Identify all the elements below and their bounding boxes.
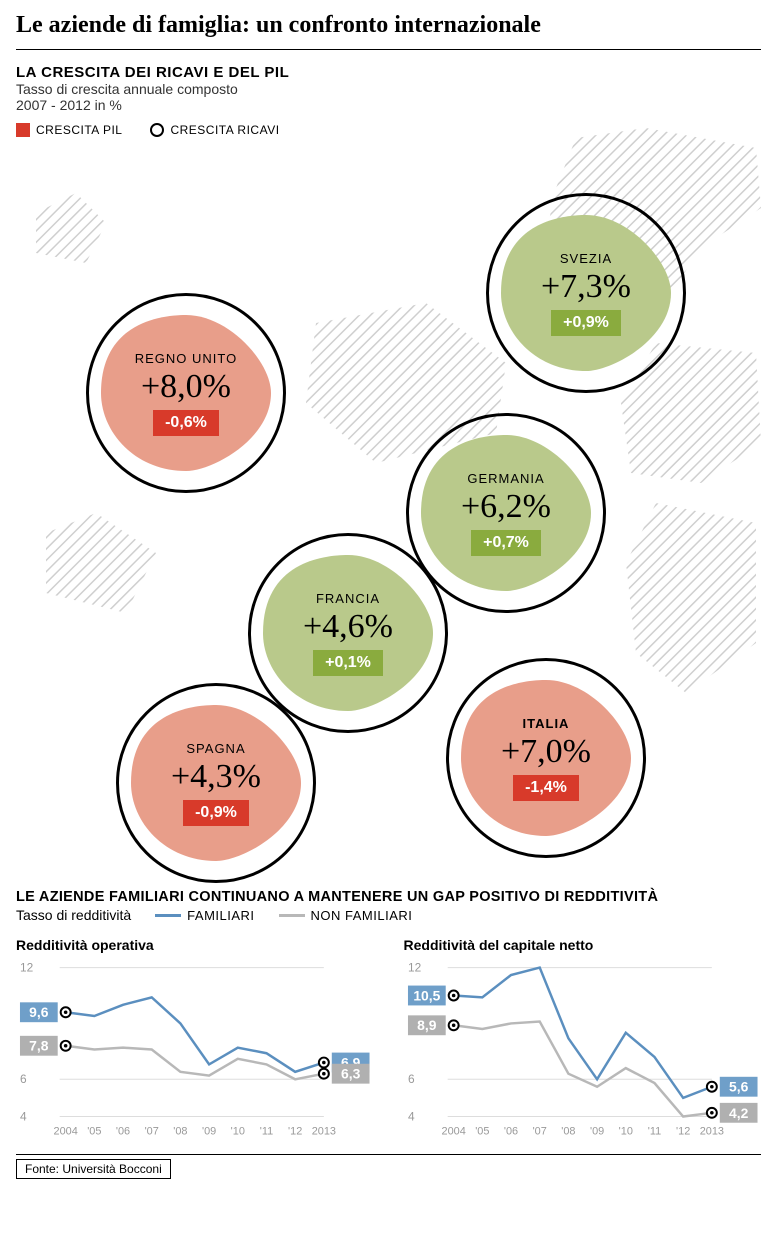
country-bubble: ITALIA +7,0% -1,4% <box>446 658 646 858</box>
country-ricavi: +8,0% <box>141 368 231 406</box>
map-desc-1: Tasso di crescita annuale composto <box>16 81 761 97</box>
svg-text:'11: '11 <box>260 1125 273 1137</box>
country-name: SPAGNA <box>186 741 245 756</box>
country-pil-badge: -0,6% <box>153 410 219 436</box>
svg-text:'06: '06 <box>503 1125 517 1137</box>
svg-text:'12: '12 <box>676 1125 690 1137</box>
source-bar: Fonte: Università Bocconi <box>16 1154 761 1187</box>
chart-right: Redditività del capitale netto 4 6 12 2004 '… <box>404 937 762 1144</box>
legend-nonfam-line <box>279 914 305 917</box>
country-pil-badge: +0,7% <box>471 530 541 556</box>
country-pil-badge: +0,1% <box>313 650 383 676</box>
svg-text:'10: '10 <box>618 1125 632 1137</box>
svg-text:6: 6 <box>20 1072 27 1086</box>
svg-text:4: 4 <box>407 1110 414 1124</box>
svg-text:'05: '05 <box>87 1125 101 1137</box>
charts-row: Redditività operativa 4 6 12 2004 '05 '06 '07 '… <box>16 937 761 1144</box>
svg-text:'12: '12 <box>288 1125 302 1137</box>
svg-text:'11: '11 <box>647 1125 660 1137</box>
svg-text:2013: 2013 <box>312 1125 336 1137</box>
country-bubble: GERMANIA +6,2% +0,7% <box>406 413 606 613</box>
legend-fam-line <box>155 914 181 917</box>
chart-right-title: Redditività del capitale netto <box>404 937 762 953</box>
svg-text:6,3: 6,3 <box>341 1066 361 1082</box>
svg-text:'07: '07 <box>145 1125 159 1137</box>
svg-text:'09: '09 <box>589 1125 603 1137</box>
svg-text:'05: '05 <box>475 1125 489 1137</box>
country-bubble: FRANCIA +4,6% +0,1% <box>248 533 448 733</box>
country-ricavi: +4,3% <box>171 758 261 796</box>
svg-text:'07: '07 <box>532 1125 546 1137</box>
svg-text:6: 6 <box>407 1072 414 1086</box>
svg-text:7,8: 7,8 <box>29 1038 49 1054</box>
country-name: REGNO UNITO <box>135 351 238 366</box>
svg-text:9,6: 9,6 <box>29 1004 49 1020</box>
svg-text:2013: 2013 <box>699 1125 723 1137</box>
charts-subtitle-prefix: Tasso di redditività <box>16 907 131 923</box>
country-ricavi: +6,2% <box>461 488 551 526</box>
country-name: FRANCIA <box>316 591 380 606</box>
svg-text:'09: '09 <box>202 1125 216 1137</box>
legend-nonfam: NON FAMILIARI <box>279 908 413 923</box>
svg-text:5,6: 5,6 <box>729 1079 749 1095</box>
map-subtitle: LA CRESCITA DEI RICAVI E DEL PIL <box>16 64 761 81</box>
country-name: GERMANIA <box>467 471 544 486</box>
country-bubble: REGNO UNITO +8,0% -0,6% <box>86 293 286 493</box>
country-pil-badge: -0,9% <box>183 800 249 826</box>
chart-right-svg: 4 6 12 2004 '05 '06 '07 '08 '09 '10 '11 '12 2013 10,5… <box>404 959 762 1139</box>
charts-subtitle-row: Tasso di redditività FAMILIARI NON FAMIL… <box>16 907 761 923</box>
page-title: Le aziende di famiglia: un confronto int… <box>16 12 761 50</box>
source-box: Fonte: Università Bocconi <box>16 1159 171 1179</box>
svg-text:10,5: 10,5 <box>413 987 440 1003</box>
country-pil-badge: +0,9% <box>551 310 621 336</box>
country-bubble: SVEZIA +7,3% +0,9% <box>486 193 686 393</box>
svg-text:12: 12 <box>20 961 34 975</box>
svg-text:2004: 2004 <box>54 1125 78 1137</box>
country-pil-badge: -1,4% <box>513 775 579 801</box>
svg-text:4,2: 4,2 <box>729 1105 749 1121</box>
legend-fam-label: FAMILIARI <box>187 908 254 923</box>
country-ricavi: +4,6% <box>303 608 393 646</box>
country-ricavi: +7,3% <box>541 268 631 306</box>
map-area: SVEZIA +7,3% +0,9% REGNO UNITO +8,0% -0,6% GER… <box>16 103 761 863</box>
country-name: ITALIA <box>523 716 570 731</box>
chart-left-svg: 4 6 12 2004 '05 '06 '07 '08 '09 '10 '11 '12 2013 9,6 7… <box>16 959 374 1139</box>
svg-text:'08: '08 <box>561 1125 575 1137</box>
chart-left: Redditività operativa 4 6 12 2004 '05 '06 '07 '… <box>16 937 374 1144</box>
legend-fam: FAMILIARI <box>155 908 254 923</box>
charts-title: LE AZIENDE FAMILIARI CONTINUANO A MANTEN… <box>16 889 761 905</box>
svg-text:'10: '10 <box>231 1125 245 1137</box>
svg-text:'08: '08 <box>173 1125 187 1137</box>
legend-nonfam-label: NON FAMILIARI <box>311 908 413 923</box>
chart-left-title: Redditività operativa <box>16 937 374 953</box>
country-bubble: SPAGNA +4,3% -0,9% <box>116 683 316 883</box>
svg-text:12: 12 <box>407 961 421 975</box>
svg-text:2004: 2004 <box>441 1125 465 1137</box>
svg-text:4: 4 <box>20 1110 27 1124</box>
svg-text:'06: '06 <box>116 1125 130 1137</box>
country-ricavi: +7,0% <box>501 733 591 771</box>
charts-section: LE AZIENDE FAMILIARI CONTINUANO A MANTEN… <box>16 889 761 1144</box>
svg-text:8,9: 8,9 <box>417 1017 437 1033</box>
country-name: SVEZIA <box>560 251 612 266</box>
